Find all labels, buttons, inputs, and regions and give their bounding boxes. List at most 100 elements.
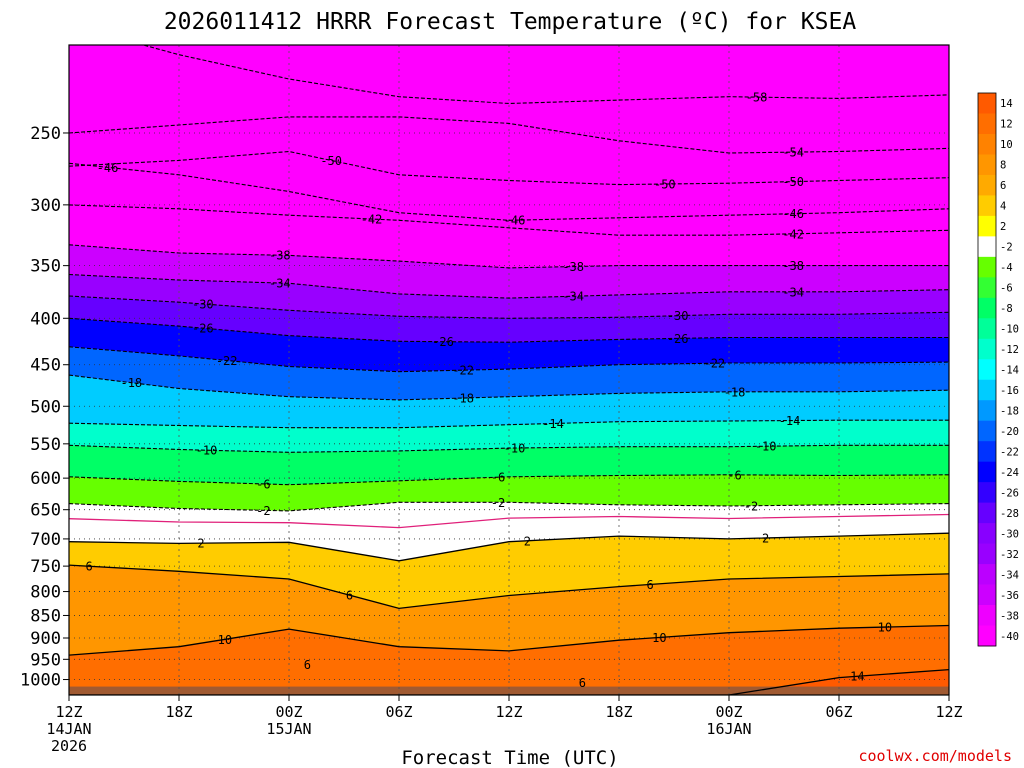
contour-label: -50 [782,175,804,189]
colorbar-label: 8 [1000,160,1006,172]
contour-label: -10 [504,442,526,456]
contour-label-text: -6 [256,477,270,491]
contour-label: -6 [727,468,741,482]
colorbar-swatch [978,441,996,463]
contour-label-text: -46 [97,161,119,175]
contour-label-text: 6 [86,560,93,574]
x-tick-label: 12Z [935,703,962,721]
y-tick-label: 700 [30,530,61,550]
contour-label: -26 [432,335,454,349]
band--58-to--54 [69,45,949,153]
contour-label-text: -54 [782,146,804,160]
contour-label: -42 [782,227,804,241]
colorbar-label: -8 [1000,303,1013,315]
contour-line--54 [69,116,949,154]
contour-label-text: -34 [562,290,584,304]
contour-line-2 [69,532,949,562]
colorbar-label: -16 [1000,385,1019,397]
contour-label-text: -26 [192,322,214,336]
contour-label: 14 [850,670,864,684]
contour-line-6 [69,564,949,610]
y-axis: 250 300 350 400 450 500 550 600 650 700 750 800 850 9… [20,124,69,691]
colorbar-swatch [978,584,996,606]
contour-label-text: -58 [746,91,768,105]
colorbar-swatch [978,564,996,585]
colorbar-swatch [978,502,996,524]
contour-line--2 [69,501,949,512]
contour-label-text: -18 [452,392,474,406]
contour-label: 10 [878,621,892,635]
colorbar-swatch [978,277,996,299]
contour-label: -10 [755,440,777,454]
colorbar-label: -20 [1000,426,1019,438]
contour-label: -22 [216,354,238,368]
x-tick-label: 06Z [385,703,412,721]
y-tick-label: 600 [30,469,61,489]
contour-label-text: 6 [647,578,654,592]
colorbar-label: -12 [1000,344,1019,356]
contour-label: 2 [762,531,769,545]
contour-label: -6 [491,471,505,485]
contour-label-text: -2 [256,504,270,518]
y-tick-label: 1000 [20,671,61,691]
contour-label-text: 10 [218,633,232,647]
contour-label-text: -50 [782,175,804,189]
y-tick-label: 850 [30,606,61,626]
contour-label-text: 10 [652,631,666,645]
contour-line--46 [69,162,949,221]
contour-line--58 [141,45,949,105]
colorbar-swatch [978,318,996,340]
colorbar-label: -40 [1000,631,1019,643]
contour-label: 10 [652,631,666,645]
x-tick-label: 06Z [825,703,852,721]
contour-label: -14 [779,414,801,428]
colorbar-label: -6 [1000,283,1013,295]
contour-label-text: -42 [782,227,804,241]
contour-label: 6 [647,578,654,592]
contour-label-text: -14 [779,414,801,428]
contour-label-text: -46 [504,214,526,228]
colorbar-swatch [978,461,996,483]
band--38-to--34 [69,244,949,299]
contour-label: 6 [346,589,353,603]
contour-label-text: -46 [782,207,804,221]
colorbar-swatch [978,420,996,442]
contour-label: -18 [724,385,746,399]
colorbar-frame [977,92,997,647]
contour-label: -34 [269,276,291,290]
colorbar-swatch [978,93,996,114]
contour-label-text: -30 [192,297,214,311]
y-tick-label: 800 [30,583,61,603]
ground-strip [69,686,949,695]
contour-label: -30 [667,309,689,323]
contour-line-10 [69,624,949,656]
x-tick-label: 14JAN [46,720,91,738]
contour-line--6 [69,474,949,486]
colorbar-label: -18 [1000,405,1019,417]
colorbar-swatch [978,359,996,381]
y-tick-label: 650 [30,501,61,521]
colorbar-label: 14 [1000,98,1013,110]
colorbar-swatch [978,215,996,237]
colorbar-label: -2 [1000,242,1013,254]
colorbar-label: -32 [1000,549,1019,561]
contour-label: -22 [452,364,474,378]
contour-label: 2 [197,537,204,551]
freezing-line [69,513,949,529]
contour-label-text: -10 [504,442,526,456]
x-tick-label: 18Z [165,703,192,721]
y-tick-label: 400 [30,309,61,329]
contour-label: -46 [97,161,119,175]
contour-label: -50 [320,154,342,168]
contour-line--18 [69,374,949,401]
band-2-to-6 [69,533,949,609]
colorbar-label: -34 [1000,569,1019,581]
y-tick-label: 450 [30,356,61,376]
colorbar-label: 10 [1000,139,1013,151]
colorbar-label: 2 [1000,221,1006,233]
contour-label-text: -34 [782,285,804,299]
contour-line-14 [69,668,949,695]
colorbar-swatch [978,379,996,401]
